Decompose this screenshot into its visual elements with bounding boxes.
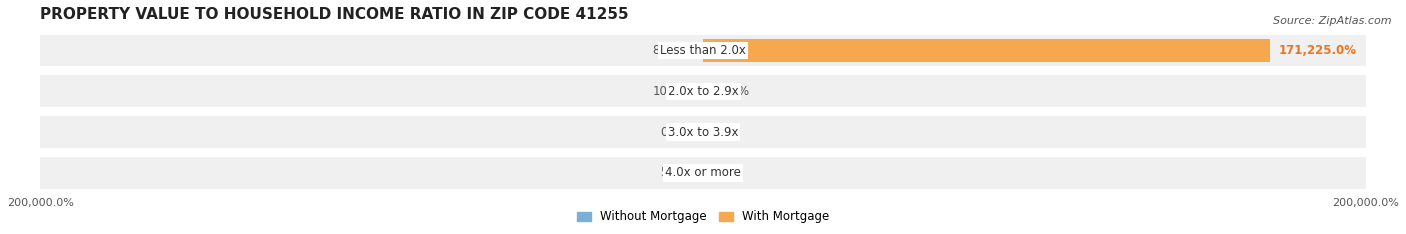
Text: 171,225.0%: 171,225.0% xyxy=(1278,44,1357,57)
Bar xyxy=(41,116,1365,148)
Text: 0.0%: 0.0% xyxy=(711,126,741,139)
Text: 0.0%: 0.0% xyxy=(661,126,690,139)
Text: 10.0%: 10.0% xyxy=(652,85,690,98)
Text: 5.4%: 5.4% xyxy=(659,166,690,179)
Bar xyxy=(41,75,1365,107)
Bar xyxy=(703,39,1270,62)
Text: PROPERTY VALUE TO HOUSEHOLD INCOME RATIO IN ZIP CODE 41255: PROPERTY VALUE TO HOUSEHOLD INCOME RATIO… xyxy=(41,7,628,22)
Text: 84.6%: 84.6% xyxy=(652,44,690,57)
Text: 75.0%: 75.0% xyxy=(711,85,748,98)
Text: 4.0x or more: 4.0x or more xyxy=(665,166,741,179)
Text: 0.0%: 0.0% xyxy=(711,166,741,179)
Text: 2.0x to 2.9x: 2.0x to 2.9x xyxy=(668,85,738,98)
Text: Less than 2.0x: Less than 2.0x xyxy=(659,44,747,57)
Bar xyxy=(41,157,1365,189)
Text: 3.0x to 3.9x: 3.0x to 3.9x xyxy=(668,126,738,139)
Legend: Without Mortgage, With Mortgage: Without Mortgage, With Mortgage xyxy=(576,210,830,223)
Bar xyxy=(41,35,1365,66)
Text: Source: ZipAtlas.com: Source: ZipAtlas.com xyxy=(1274,16,1392,26)
